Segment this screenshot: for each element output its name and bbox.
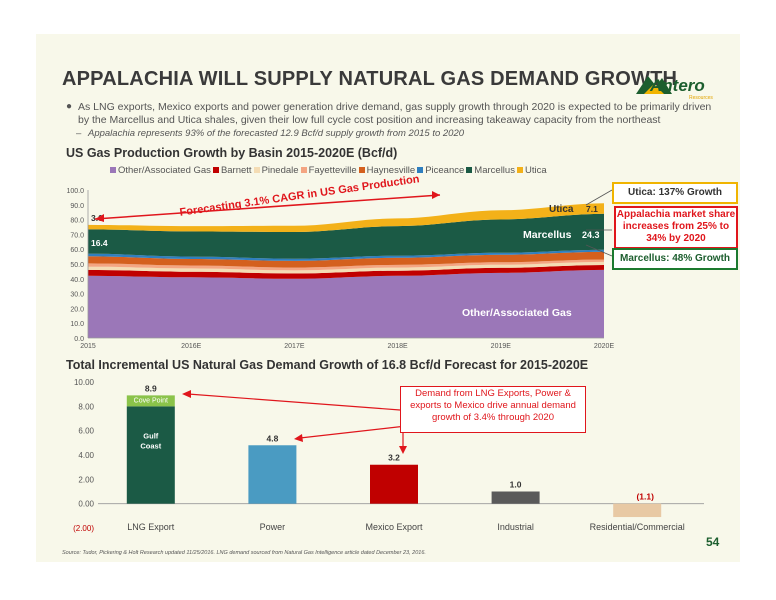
legend-swatch: [466, 167, 473, 174]
mountain-highlight: [644, 84, 664, 94]
legend-item: Other/Associated Gas: [110, 165, 211, 176]
demand-note-callout: Demand from LNG Exports, Power & exports…: [400, 386, 586, 433]
chart2-title: Total Incremental US Natural Gas Demand …: [66, 358, 589, 372]
legend-swatch: [516, 167, 523, 174]
logo-sub: Resources: [689, 95, 713, 101]
chart1-legend: Other/Associated Gas Barnett Pinedale Fayet…: [110, 165, 549, 176]
page-title: APPALACHIA WILL SUPPLY NATURAL GAS DEMAN…: [62, 68, 678, 90]
subbullet-text: Appalachia represents 93% of the forecas…: [88, 128, 465, 139]
legend-swatch: [417, 167, 424, 174]
appalachia-share-callout: Appalachia market share increases from 2…: [614, 206, 738, 249]
legend-item: Utica: [516, 165, 547, 176]
bullet-text: As LNG exports, Mexico exports and power…: [78, 101, 712, 126]
legend-label: Barnett: [220, 165, 252, 176]
legend-swatch: [110, 167, 116, 174]
marcellus-growth-callout: Marcellus: 48% Growth: [612, 248, 738, 270]
logo-name: Antero: [650, 76, 705, 95]
legend-swatch: [253, 167, 260, 174]
legend-label: Marcellus: [474, 165, 515, 176]
legend-item: Fayetteville: [300, 165, 357, 176]
dash-icon: –: [76, 128, 82, 139]
legend-item: Barnett: [212, 165, 252, 176]
legend-item: Haynesville: [358, 165, 416, 176]
legend-label: Fayetteville: [308, 165, 357, 176]
source-note: Source: Tudor, Pickering & Holt Research…: [62, 550, 426, 556]
legend-swatch: [300, 167, 307, 174]
legend-label: Utica: [524, 165, 547, 176]
antero-logo: [636, 76, 672, 94]
legend-item: Piceance: [417, 165, 464, 176]
utica-growth-callout: Utica: 137% Growth: [612, 182, 738, 204]
legend-label: Haynesville: [366, 165, 416, 176]
legend-label: Pinedale: [261, 165, 299, 176]
legend-label: Piceance: [425, 165, 465, 176]
legend-swatch: [358, 167, 365, 174]
bullet-icon: ●: [66, 101, 73, 112]
legend-item: Pinedale: [253, 165, 299, 176]
legend-item: Marcellus: [466, 165, 515, 176]
page-number: 54: [706, 535, 720, 549]
chart1-title: US Gas Production Growth by Basin 2015-2…: [66, 146, 398, 160]
legend-label: Other/Associated Gas: [118, 165, 211, 176]
legend-swatch: [212, 167, 219, 174]
